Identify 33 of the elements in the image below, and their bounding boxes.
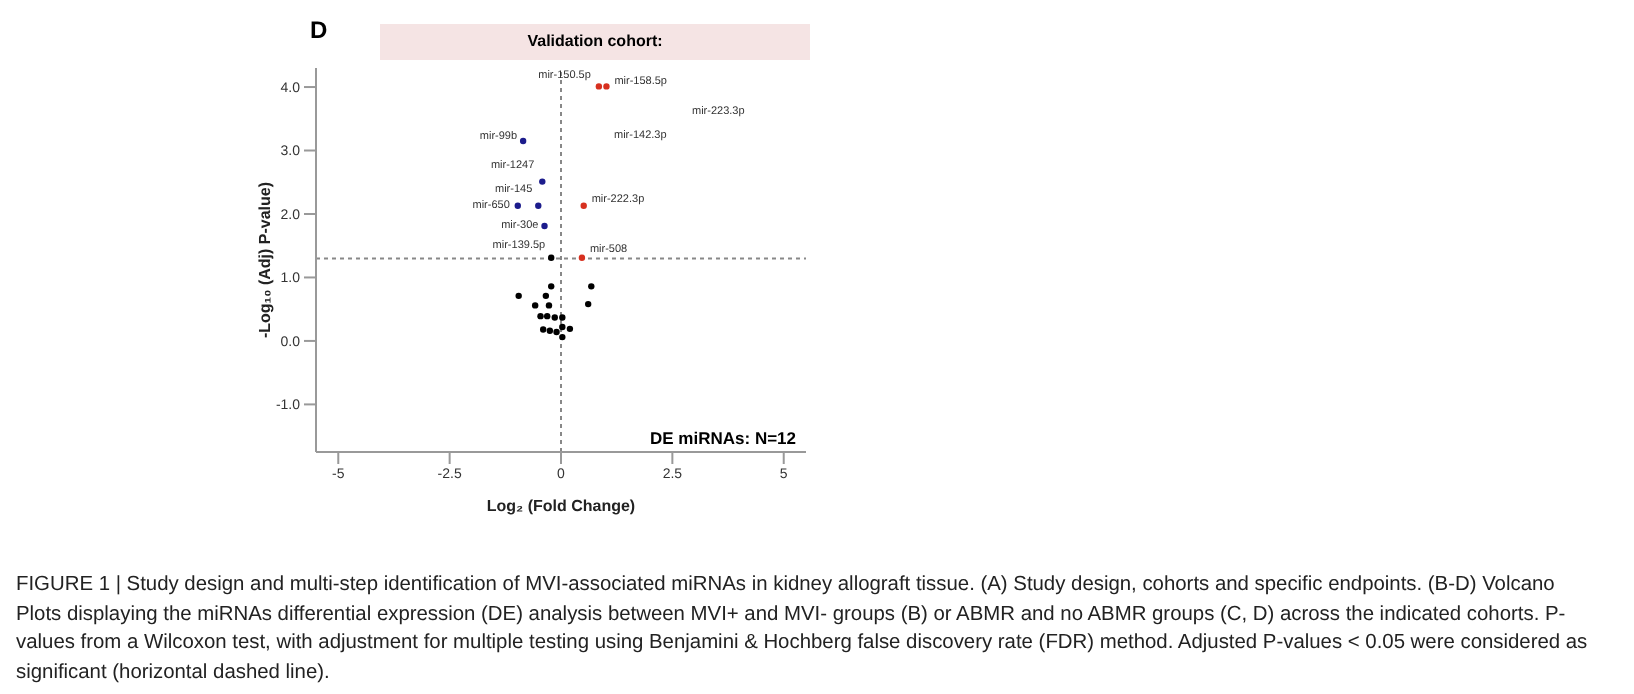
point <box>588 283 595 290</box>
point <box>595 83 603 90</box>
point <box>543 312 551 320</box>
point <box>514 202 521 209</box>
point <box>515 292 522 300</box>
point <box>541 222 548 230</box>
point <box>584 300 592 308</box>
x-axis-title: Log₂ (Fold Change) <box>486 497 636 516</box>
point <box>546 327 554 334</box>
point <box>545 302 553 309</box>
y-axis-title: -Log₁₀ (Adj) P-value) <box>255 181 274 339</box>
point <box>551 314 558 321</box>
point <box>539 326 547 333</box>
point <box>578 254 586 261</box>
point <box>566 325 574 333</box>
chart-title: Validation cohort: <box>380 24 810 60</box>
point <box>580 202 587 209</box>
point <box>559 314 566 321</box>
point <box>535 202 542 209</box>
point <box>542 292 550 300</box>
point <box>548 254 555 261</box>
text: D <box>310 16 328 44</box>
point <box>559 323 566 331</box>
point <box>603 83 610 90</box>
point <box>519 137 527 145</box>
point <box>553 328 560 336</box>
caption: FIGURE 1 | Study design and multi-step identification of MVI-associated miRNAs in kidney allograft tissue. (A) Study design, cohorts and specific endpoints. (B-D) Volcano Plots displaying the miRNAs differential expression (DE) analysis between MVI+ and MVI- groups (B) or ABMR and no ABMR groups (C, D) across the indicated cohorts. P-values from a Wilcoxon test, with adjustment for multiple testing using Benjamini & Hochberg false discovery rate (FDR) method. Adjusted P-values < 0.05 were considered as significant (horizontal dashed line). <box>16 572 1590 687</box>
point <box>548 283 555 290</box>
annotation: DE miRNAs: N=12 <box>650 428 796 448</box>
point <box>531 302 539 309</box>
point <box>559 333 566 341</box>
point <box>539 178 546 185</box>
point <box>537 312 544 320</box>
